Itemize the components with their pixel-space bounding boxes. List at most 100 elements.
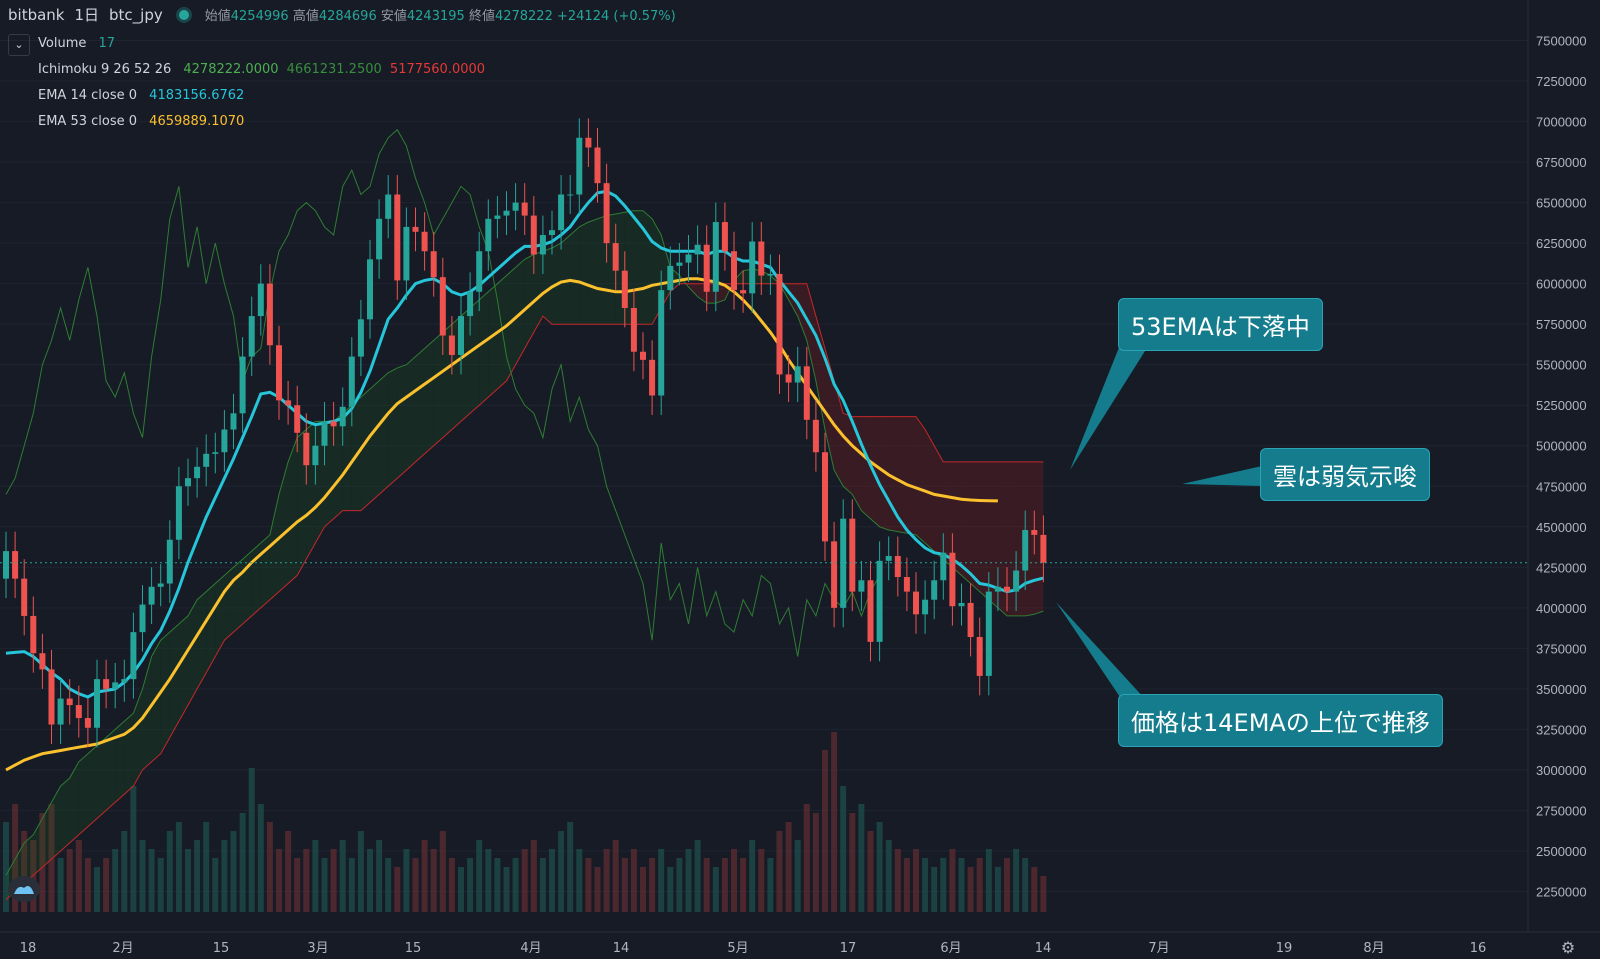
candle-body <box>894 555 901 578</box>
candle <box>676 243 683 286</box>
candle <box>357 299 364 377</box>
candle-body <box>66 698 73 706</box>
volume-bar <box>103 858 110 912</box>
candles[interactable] <box>3 118 1047 748</box>
candle <box>230 393 237 449</box>
volume-bar <box>1013 849 1020 912</box>
candle <box>949 533 956 626</box>
candle-body <box>676 262 683 266</box>
price-axis[interactable]: 7500000 7250000 7000000 6750000 6500000 62500… <box>1527 0 1600 959</box>
candle-body <box>21 578 28 616</box>
volume-bar <box>1004 858 1010 912</box>
price-tick-label: 2750000 <box>1536 803 1587 818</box>
candle-body <box>1004 586 1010 592</box>
chevron-down-icon[interactable]: ⌄ <box>8 34 30 56</box>
time-axis[interactable]: 18 2月 15 3月 15 4月 14 5月 17 6月 14 7月 19 8月 16 ⚙ <box>0 931 1600 957</box>
legend-ema53[interactable]: EMA 53 close 0 4659889.1070 <box>38 114 244 129</box>
legend-ichimoku-value-2: 4661231.2500 <box>286 62 382 77</box>
candle-body <box>612 243 619 271</box>
candle <box>12 531 19 599</box>
price-tick-label: 5000000 <box>1536 439 1587 454</box>
volume-bar <box>758 849 765 912</box>
candle <box>976 617 983 696</box>
candle <box>822 432 828 561</box>
candle-body <box>175 486 182 540</box>
volume-bar <box>539 858 546 912</box>
volume-bar <box>576 849 583 912</box>
volume-bar <box>112 849 119 912</box>
exchange-name[interactable]: bitbank <box>8 5 65 24</box>
candle <box>166 520 173 603</box>
candle <box>585 118 592 167</box>
time-tick-label: 18 <box>20 941 37 956</box>
legend-volume[interactable]: Volume 17 <box>38 36 115 51</box>
legend-ichimoku[interactable]: Ichimoku 9 26 52 26 4278222.0000 4661231… <box>38 62 485 77</box>
candle <box>940 533 947 600</box>
candle <box>521 183 528 236</box>
candle <box>467 272 474 336</box>
volume-bar <box>303 849 310 912</box>
cloud-segment <box>588 218 598 325</box>
legend-ema14[interactable]: EMA 14 close 0 4183156.6762 <box>38 88 244 103</box>
volume-bar <box>94 867 100 912</box>
time-tick-label: 15 <box>405 941 422 956</box>
time-tick-label: 16 <box>1470 941 1487 956</box>
volume-bar <box>412 858 419 912</box>
volume-bar <box>321 858 328 912</box>
volume-bar <box>376 840 383 912</box>
pair-name[interactable]: btc_jpy <box>109 5 163 24</box>
candle-body <box>157 583 164 587</box>
settings-gear-icon[interactable]: ⚙ <box>1561 938 1575 957</box>
volume-bar <box>348 858 355 912</box>
candle <box>967 583 974 657</box>
price-tick-label: 3000000 <box>1536 763 1587 778</box>
volume-bar <box>430 849 437 912</box>
volume-bar <box>121 831 128 912</box>
volume-bar <box>458 867 464 912</box>
volume-bar <box>558 831 565 912</box>
candle-body <box>794 366 801 383</box>
candle <box>685 235 692 283</box>
interval-label[interactable]: 1日 <box>74 6 100 24</box>
candle-body <box>694 244 701 255</box>
callout-cloud-bearish: 雲は弱気示唆 <box>1260 448 1430 501</box>
candle-body <box>731 251 737 291</box>
candle <box>749 222 756 313</box>
cloud-segment <box>297 429 307 576</box>
volume-bar <box>567 822 574 912</box>
cloud-segment <box>997 461 1007 616</box>
candle <box>257 264 264 336</box>
candle-body <box>94 679 100 728</box>
candle-body <box>567 194 574 196</box>
cloud-segment <box>197 591 207 689</box>
cloud-segment <box>379 372 389 495</box>
volume-bar <box>139 840 146 912</box>
price-tick-label: 6500000 <box>1536 196 1587 211</box>
candle <box>103 659 110 709</box>
candle-body <box>121 679 128 683</box>
cloud-segment <box>106 729 116 811</box>
volume-bar <box>439 831 446 912</box>
volume-bar <box>831 732 838 912</box>
candle <box>203 434 210 487</box>
cloud-segment <box>524 254 534 349</box>
candle <box>867 560 874 662</box>
cloud-segment <box>861 416 871 519</box>
cloud-segment <box>424 340 434 454</box>
lagging-span-line <box>5 128 881 657</box>
candle <box>603 163 610 263</box>
tradingview-logo-icon[interactable] <box>8 876 40 902</box>
candle <box>412 207 419 252</box>
candle-body <box>630 307 637 352</box>
ichimoku-lagging-span <box>5 128 881 657</box>
candle-body <box>1013 570 1020 592</box>
volume-bar <box>549 849 555 912</box>
candle <box>30 596 37 673</box>
candle <box>512 183 519 231</box>
candle <box>485 199 492 271</box>
candle <box>276 325 282 420</box>
cloud-segment <box>906 416 916 535</box>
cloud-segment <box>206 583 216 673</box>
candle <box>640 332 646 380</box>
cloud-segment <box>97 737 107 819</box>
